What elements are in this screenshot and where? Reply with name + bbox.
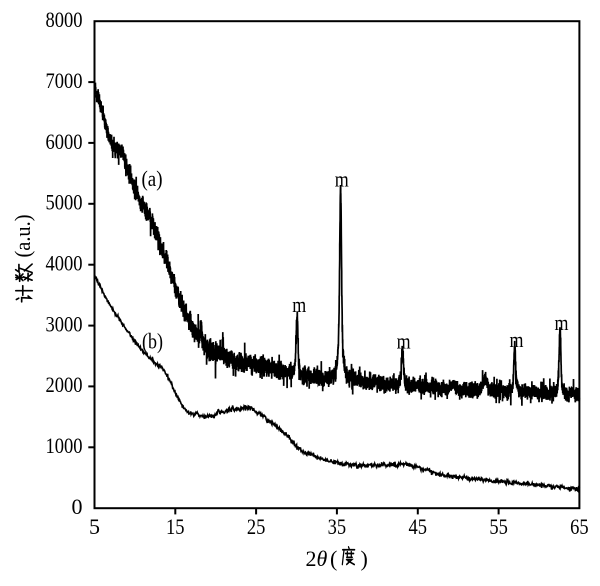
svg-text:(a.u.): (a.u.) xyxy=(10,215,35,258)
svg-text:(: ( xyxy=(330,546,337,571)
svg-text:m: m xyxy=(292,292,306,317)
svg-text:m: m xyxy=(335,167,349,192)
svg-text:(a): (a) xyxy=(142,166,163,191)
svg-text:m: m xyxy=(397,329,411,354)
svg-text:6000: 6000 xyxy=(46,129,83,154)
svg-text:m: m xyxy=(510,327,524,352)
svg-text:7000: 7000 xyxy=(46,68,83,93)
svg-text:2000: 2000 xyxy=(46,372,83,397)
svg-text:65: 65 xyxy=(570,514,589,539)
svg-text:35: 35 xyxy=(328,514,347,539)
svg-text:(b): (b) xyxy=(142,329,163,354)
svg-text:1000: 1000 xyxy=(46,433,83,458)
svg-text:2θ: 2θ xyxy=(306,546,328,571)
svg-text:45: 45 xyxy=(409,514,428,539)
svg-text:): ) xyxy=(361,546,368,571)
svg-text:0: 0 xyxy=(72,494,83,519)
svg-text:5: 5 xyxy=(89,514,100,539)
svg-text:15: 15 xyxy=(166,514,185,539)
svg-text:5000: 5000 xyxy=(46,190,83,215)
svg-text:8000: 8000 xyxy=(46,7,83,32)
svg-text:25: 25 xyxy=(247,514,266,539)
svg-text:4000: 4000 xyxy=(46,251,83,276)
svg-text:m: m xyxy=(555,310,569,335)
svg-text:55: 55 xyxy=(489,514,508,539)
svg-text:3000: 3000 xyxy=(46,311,83,336)
